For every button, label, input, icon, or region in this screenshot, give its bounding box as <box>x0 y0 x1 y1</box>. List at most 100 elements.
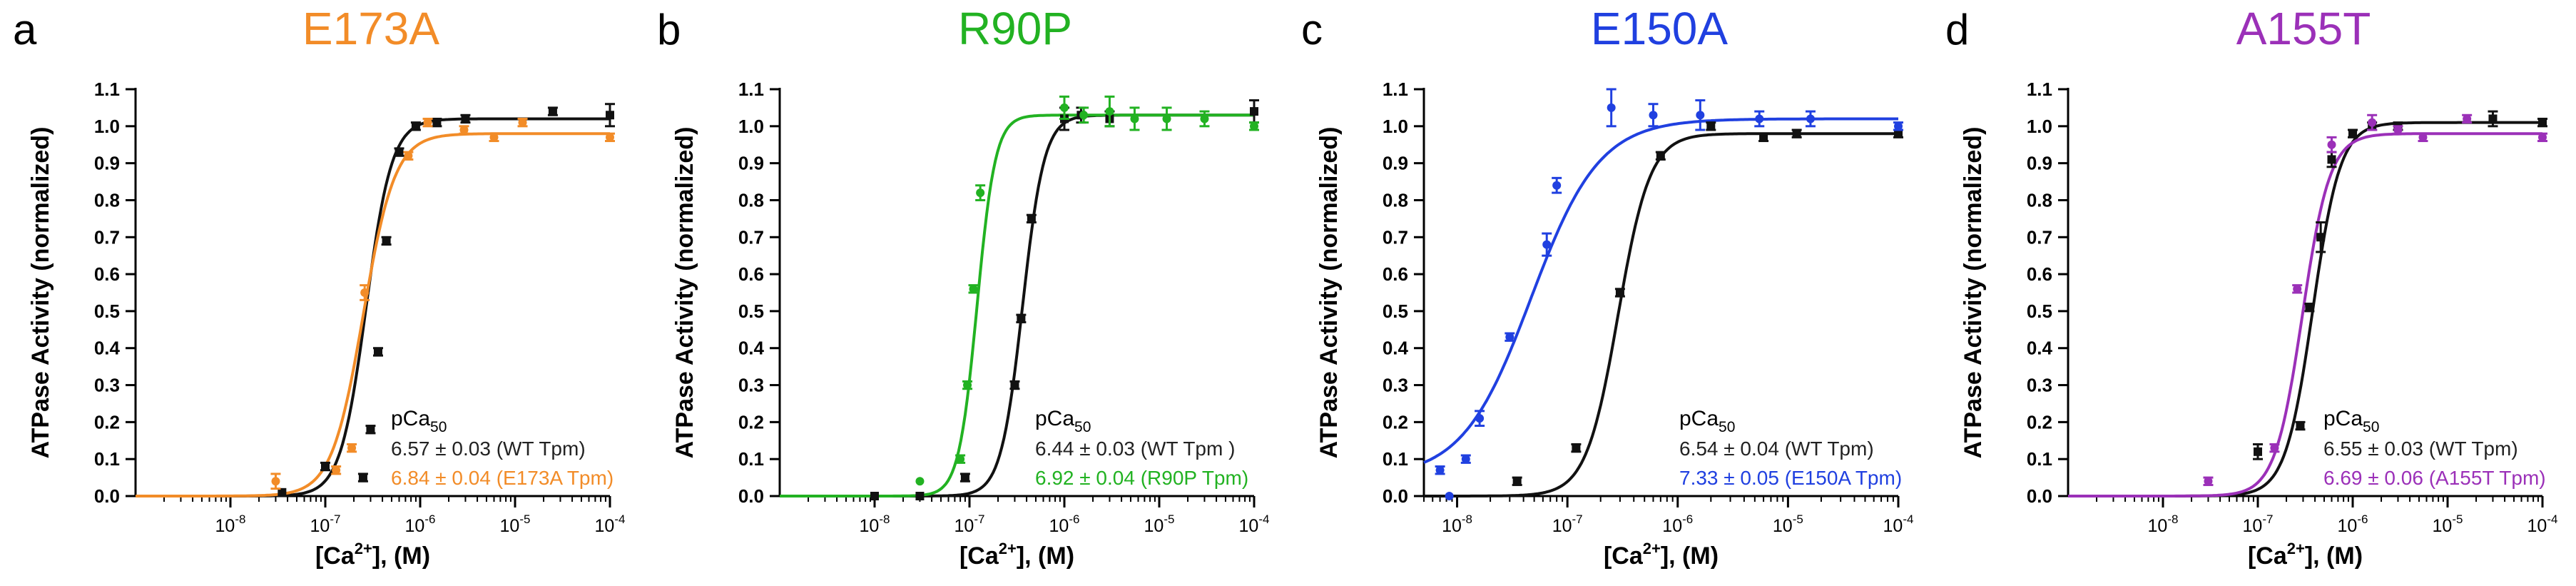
data-point-wt <box>2488 114 2498 123</box>
y-tick-label: 1.0 <box>2027 116 2052 137</box>
x-tick-exponent: -8 <box>2167 512 2178 526</box>
data-point-wt <box>278 488 287 497</box>
x-tick-label: 10-8 <box>2148 512 2179 536</box>
data-point-mutant <box>2393 126 2403 134</box>
x-tick-exponent: -7 <box>974 512 984 526</box>
x-tick-exponent: -5 <box>2452 512 2463 526</box>
data-point-mutant <box>606 133 614 142</box>
data-point-mutant <box>1806 114 1815 123</box>
y-tick-label: 0.3 <box>94 375 120 396</box>
y-tick-label: 0.0 <box>2027 485 2052 507</box>
data-point-mutant <box>1079 111 1089 120</box>
x-tick-label: 10-7 <box>1552 512 1583 536</box>
x-tick-label: 10-8 <box>860 512 890 536</box>
x-tick-base: 10 <box>2433 516 2453 536</box>
y-tick-label: 0.2 <box>1383 411 1408 433</box>
data-point-wt <box>2316 233 2326 242</box>
x-tick-label: 10-4 <box>2527 512 2558 536</box>
data-point-wt <box>321 462 330 471</box>
x-tick-exponent: -7 <box>330 512 340 526</box>
y-tick-label: 0.5 <box>1383 300 1408 322</box>
data-point-mutant <box>489 133 499 142</box>
x-axis-label-part: [Ca <box>2248 542 2288 570</box>
data-point-mutant <box>2538 133 2547 142</box>
data-point-mutant <box>1130 114 1139 123</box>
data-point-wt <box>1792 129 1801 138</box>
annotation-header-main: pCa <box>1679 407 1719 430</box>
data-point-mutant <box>1542 240 1552 249</box>
y-tick-label: 0.7 <box>2027 226 2052 248</box>
y-tick-label: 0.8 <box>94 189 120 211</box>
x-tick-base: 10 <box>2527 516 2547 536</box>
data-point-wt <box>915 492 925 500</box>
annotation-header: pCa50 <box>1035 407 1091 435</box>
data-point-mutant <box>459 126 469 134</box>
x-tick-label: 10-6 <box>405 512 436 536</box>
x-tick-exponent: -6 <box>424 512 435 526</box>
data-point-mutant <box>1607 103 1616 112</box>
fit-curve-mutant <box>136 132 610 497</box>
annotation-mutant: 6.84 ± 0.04 (E173A Tpm) <box>391 467 614 489</box>
x-tick-exponent: -4 <box>614 512 625 526</box>
y-tick-label: 0.4 <box>1383 338 1409 359</box>
y-tick-label: 0.7 <box>738 226 764 248</box>
annotation-header-main: pCa <box>2323 407 2363 430</box>
x-tick-base: 10 <box>2338 516 2358 536</box>
annotation-header-sub: 50 <box>1074 419 1091 435</box>
data-point-mutant <box>1162 114 1171 123</box>
x-tick-exponent: -4 <box>1903 512 1913 526</box>
data-point-mutant <box>360 288 370 297</box>
data-point-mutant <box>2204 477 2213 486</box>
y-tick-label: 0.8 <box>2027 189 2052 211</box>
y-tick-label: 0.5 <box>738 300 764 322</box>
data-point-mutant <box>1696 111 1705 120</box>
data-point-mutant <box>1505 333 1514 342</box>
x-tick-label: 10-7 <box>2243 512 2274 536</box>
y-tick-label: 0.6 <box>2027 263 2052 285</box>
data-point-wt <box>2254 447 2262 456</box>
y-tick-label: 0.4 <box>738 338 765 359</box>
y-tick-label: 1.1 <box>1383 79 1408 100</box>
data-point-wt <box>2305 303 2314 312</box>
annotation-header-main: pCa <box>1035 407 1074 430</box>
data-point-mutant <box>963 380 972 390</box>
data-point-mutant <box>2418 133 2428 142</box>
x-tick-base: 10 <box>2148 516 2168 536</box>
x-tick-base: 10 <box>1049 516 1069 536</box>
y-tick-label: 0.1 <box>2027 448 2052 470</box>
x-tick-label: 10-6 <box>1662 512 1693 536</box>
annotation-header: pCa50 <box>391 407 447 435</box>
y-tick-label: 1.1 <box>94 79 120 100</box>
x-tick-exponent: -5 <box>519 512 530 526</box>
data-point-mutant <box>1105 107 1114 116</box>
y-tick-label: 1.0 <box>1383 116 1408 137</box>
y-tick-label: 0.0 <box>738 485 764 507</box>
x-axis-label: [Ca2+], (M) <box>1604 540 1719 570</box>
data-point-wt <box>2538 118 2547 127</box>
chart-panel-a: a E173A 0.0 0.1 0.2 0.3 0.4 0.5 0.6 0.7 0.8 0.9 1.0 1… <box>13 3 625 570</box>
x-tick-exponent: -4 <box>1258 512 1269 526</box>
panel-letter: a <box>13 6 37 54</box>
annotation-header: pCa50 <box>1679 407 1735 435</box>
x-tick-exponent: -4 <box>2547 512 2557 526</box>
x-axis-label-superscript: 2+ <box>355 540 372 557</box>
x-axis-label-part: ], (M) <box>1661 542 1719 570</box>
x-axis-label: [Ca2+], (M) <box>959 540 1074 570</box>
data-point-wt <box>394 148 404 157</box>
data-point-wt <box>1656 151 1665 161</box>
y-tick-label: 1.1 <box>738 79 764 100</box>
data-point-wt <box>411 121 420 131</box>
x-tick-exponent: -6 <box>1682 512 1693 526</box>
y-tick-label: 0.4 <box>2027 338 2053 359</box>
annotation-wt: 6.55 ± 0.03 (WT Tpm) <box>2323 438 2518 460</box>
data-point-wt <box>366 425 375 434</box>
y-tick-label: 0.8 <box>1383 189 1408 211</box>
data-point-wt <box>358 473 367 483</box>
x-tick-label: 10-7 <box>954 512 985 536</box>
panel-letter: c <box>1301 6 1323 54</box>
x-tick-label: 10-5 <box>2433 512 2463 536</box>
x-tick-exponent: -7 <box>2262 512 2273 526</box>
data-point-wt <box>1250 107 1258 116</box>
x-axis-label-part: ], (M) <box>1017 542 1074 570</box>
